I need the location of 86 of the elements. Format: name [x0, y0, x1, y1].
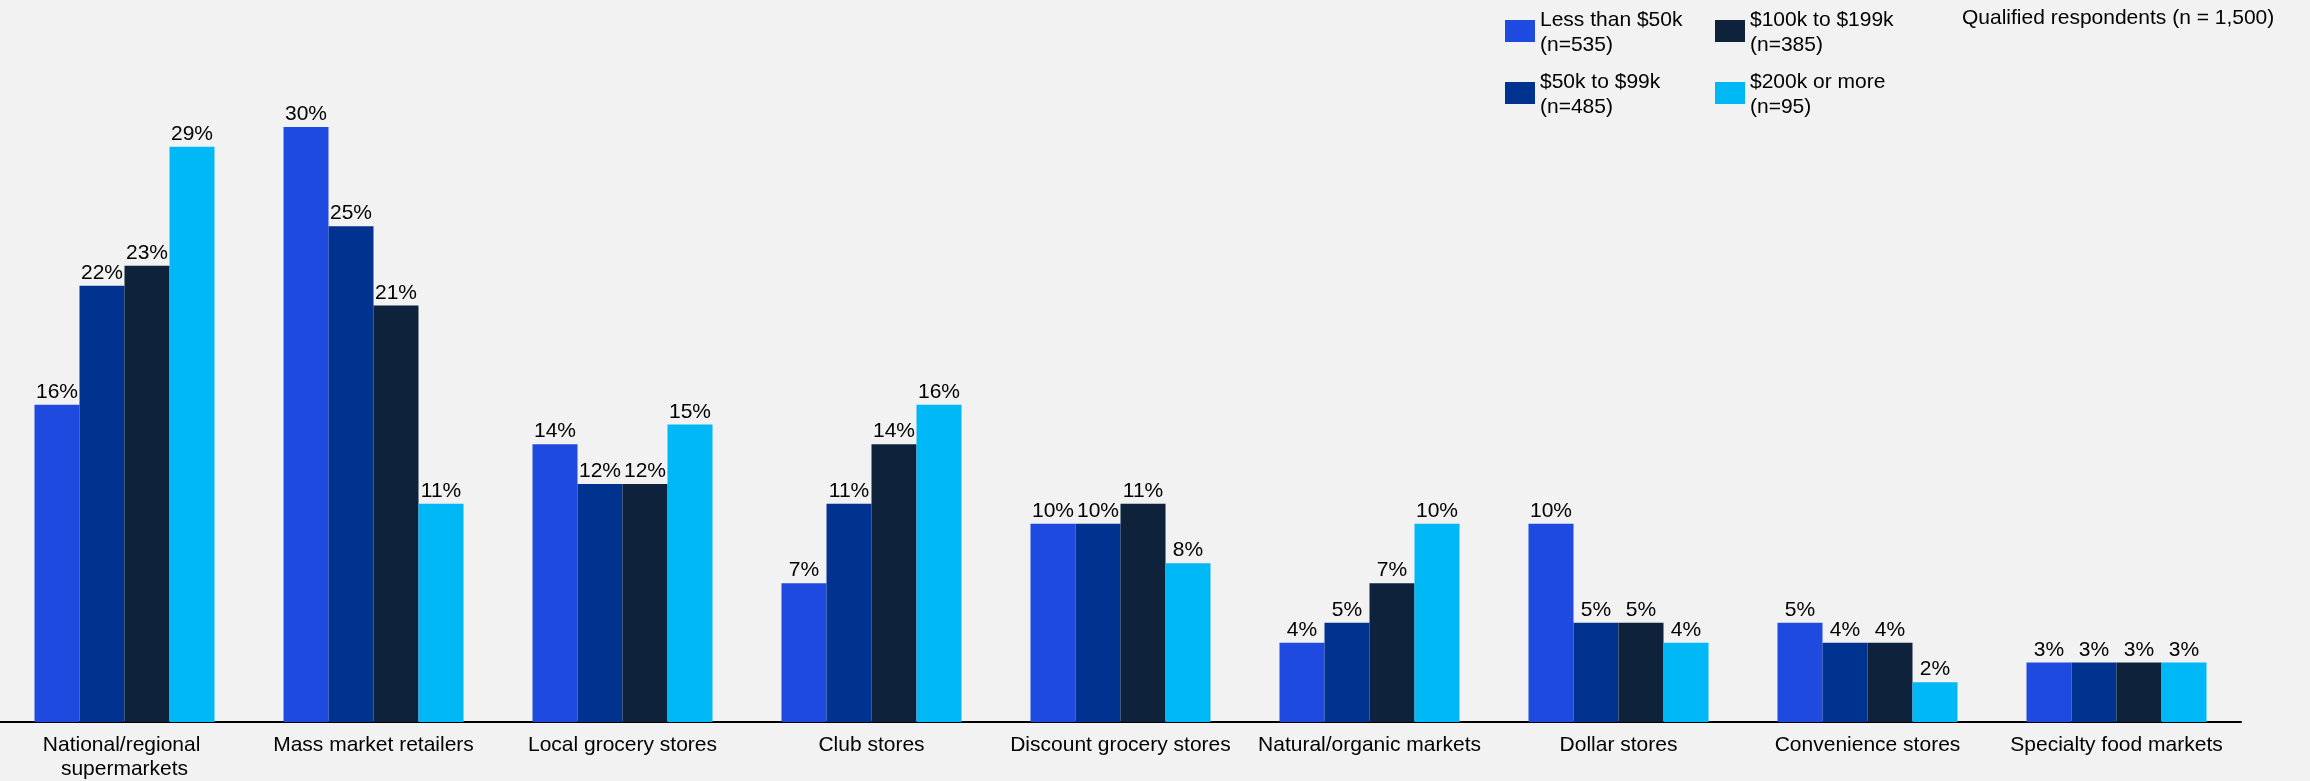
bar [1075, 523, 1121, 722]
data-label: 14% [533, 418, 577, 442]
x-tick-label: Club stores [818, 731, 925, 755]
data-label: 7% [788, 557, 820, 581]
data-label: 23% [125, 239, 169, 263]
data-label: 5% [1625, 596, 1657, 620]
x-tick-label: Mass market retailers [273, 731, 474, 755]
bar [1324, 622, 1370, 722]
data-label: 7% [1376, 557, 1408, 581]
bar [871, 444, 917, 722]
bar [667, 424, 713, 722]
data-label: 11% [828, 477, 870, 501]
data-label: 8% [1172, 537, 1204, 561]
data-label: 22% [80, 259, 124, 283]
bar [1822, 642, 1868, 722]
data-label: 12% [578, 458, 622, 481]
bar [328, 226, 374, 722]
legend-label: Less than $50k (n=535) [1540, 7, 1689, 55]
data-label: 11% [420, 477, 462, 501]
bar [373, 305, 419, 722]
bar [916, 404, 962, 722]
data-label: 5% [1784, 596, 1816, 620]
legend-label: $100k to $199k (n=385) [1750, 7, 1900, 55]
data-label: 4% [1286, 616, 1318, 640]
bar [577, 484, 623, 722]
bar [2026, 662, 2072, 722]
data-label: 5% [1331, 596, 1363, 620]
data-label: 3% [2123, 636, 2155, 660]
bar [1618, 622, 1664, 722]
bar [1369, 583, 1415, 722]
x-tick-label: Local grocery stores [527, 731, 718, 755]
data-label: 10% [1076, 497, 1120, 521]
bar [1120, 503, 1166, 722]
bar [622, 484, 668, 722]
bar [418, 503, 464, 722]
data-label: 10% [1031, 497, 1075, 521]
bar [1912, 682, 1958, 722]
legend-label: $200k or more (n=95) [1750, 69, 1892, 117]
data-label: 3% [2033, 636, 2065, 660]
data-label: 3% [2078, 636, 2110, 660]
data-label: 5% [1580, 596, 1612, 620]
bar [2161, 662, 2207, 722]
bar [826, 503, 872, 722]
data-label: 3% [2168, 636, 2200, 660]
data-label: 2% [1919, 656, 1951, 680]
bar [532, 444, 578, 722]
legend-label: $50k to $99k (n=485) [1540, 69, 1667, 117]
bar [1414, 523, 1460, 722]
data-label: 25% [329, 200, 373, 224]
data-label: 14% [872, 418, 916, 442]
x-tick-label: Dollar stores [1559, 731, 1678, 755]
data-label: 15% [668, 398, 712, 422]
bar [1573, 622, 1619, 722]
bar [1030, 523, 1076, 722]
bar [1528, 523, 1574, 722]
bar [34, 404, 80, 722]
data-label: 21% [374, 279, 418, 303]
bar [781, 583, 827, 722]
bar [169, 146, 215, 722]
x-tick-label: Discount grocery stores [1010, 731, 1231, 755]
data-label: 4% [1829, 616, 1861, 640]
x-tick-label: Convenience stores [1774, 731, 1961, 755]
bar [1777, 622, 1823, 722]
x-tick-label: Natural/organic markets [1258, 731, 1481, 755]
x-tick-label: National/regional supermarkets [42, 731, 207, 779]
text: Qualified respondents (n = 1,500) [1962, 5, 2275, 28]
data-label: 30% [284, 101, 328, 124]
bar [1663, 642, 1709, 722]
bar [1867, 642, 1913, 722]
data-label: 4% [1874, 616, 1906, 640]
bar [1165, 563, 1211, 722]
data-label: 29% [170, 120, 214, 144]
data-label: 10% [1415, 497, 1459, 521]
data-label: 10% [1529, 497, 1573, 521]
bar [2071, 662, 2117, 722]
bar [124, 265, 170, 722]
data-label: 4% [1670, 616, 1702, 640]
bar [1279, 642, 1325, 722]
data-label: 16% [35, 378, 79, 402]
bar [283, 127, 329, 722]
bar [79, 285, 125, 722]
data-label: 11% [1122, 477, 1164, 501]
x-tick-label: Specialty food markets [2010, 731, 2223, 755]
bar [2116, 662, 2162, 722]
data-label: 12% [623, 458, 667, 481]
data-label: 16% [917, 378, 961, 402]
